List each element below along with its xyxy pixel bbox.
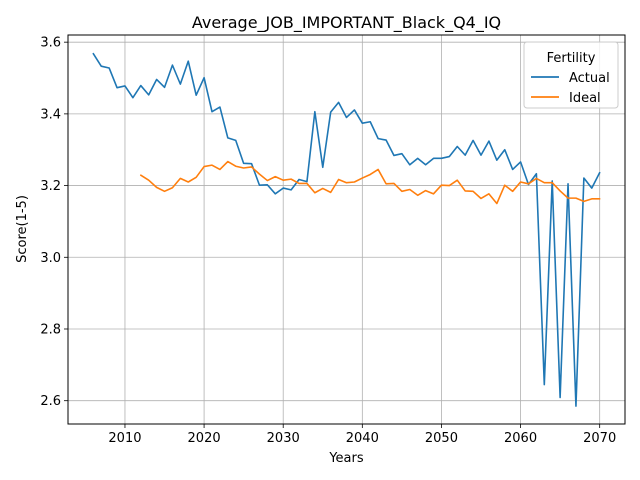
- legend-title: Fertility: [547, 51, 596, 66]
- grid: [68, 35, 625, 424]
- x-axis-label: Years: [328, 451, 364, 466]
- series-line-ideal: [139, 160, 601, 205]
- series-line-actual: [92, 52, 601, 407]
- plot-frame: [67, 34, 626, 425]
- legend: Fertility Actual Ideal: [523, 41, 619, 109]
- x-tick-label: 2060: [504, 431, 537, 446]
- y-tick-label: 3.2: [40, 179, 61, 194]
- y-tick-label: 3.0: [40, 251, 61, 266]
- legend-label-actual: Actual: [569, 71, 610, 86]
- y-tick-label: 3.6: [40, 36, 61, 51]
- x-tick-label: 2040: [346, 431, 379, 446]
- x-tick-label: 2050: [425, 431, 458, 446]
- y-axis-label: Score(1-5): [15, 195, 30, 263]
- y-tick-label: 3.4: [40, 107, 61, 122]
- y-tick-label: 2.8: [40, 322, 61, 337]
- legend-box: [523, 41, 619, 109]
- legend-label-ideal: Ideal: [569, 91, 601, 106]
- series-lines: [92, 52, 601, 407]
- x-tick-label: 2070: [583, 431, 616, 446]
- x-tick-label: 2020: [188, 431, 221, 446]
- x-tick-label: 2030: [267, 431, 300, 446]
- y-tick-label: 2.6: [40, 394, 61, 409]
- axis-ticks: 2010 2020 2030 2040 2050 2060 2070 2.6 2.8 3.0 3.2…: [40, 36, 616, 446]
- chart-title: Average_JOB_IMPORTANT_Black_Q4_IQ: [192, 13, 501, 33]
- x-tick-label: 2010: [108, 431, 141, 446]
